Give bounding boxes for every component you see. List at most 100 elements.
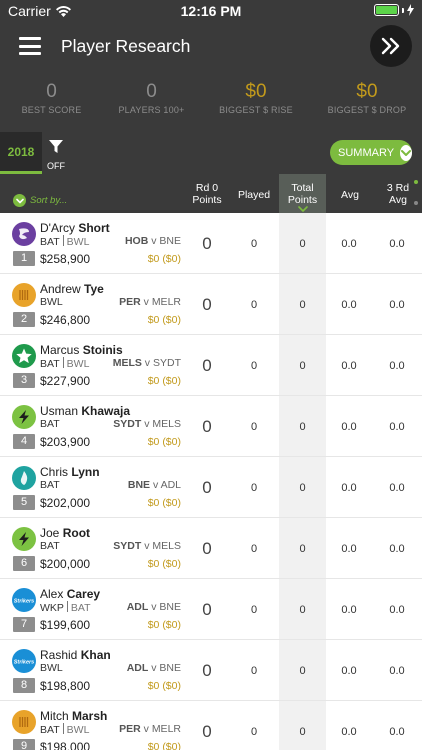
avg-points: 0.0: [341, 664, 357, 677]
player-position-primary: BAT: [40, 418, 60, 430]
three-rd-avg: 0.0: [389, 603, 405, 616]
player-position-secondary: BAT: [70, 602, 91, 614]
fixture-opponent: MELS: [152, 418, 181, 430]
rd0-points: 0: [202, 416, 212, 436]
fixture-team: HOB: [124, 235, 149, 247]
three-rd-avg: 0.0: [389, 542, 405, 555]
player-last-name: Tye: [84, 282, 104, 296]
forward-button[interactable]: [370, 25, 412, 67]
col-played[interactable]: Played: [237, 189, 271, 201]
tab-year[interactable]: 2018: [0, 132, 42, 174]
player-row[interactable]: 6 Joe Root BAT $200,000 SYDT v MELS $0 (…: [0, 518, 422, 579]
total-column-highlight: [279, 274, 326, 334]
played-count: 0: [250, 298, 258, 311]
total-points: 0: [299, 725, 306, 738]
column-header: Sort by... Rd 0 Points Played Total Poin…: [0, 174, 422, 213]
stat-value: $0: [356, 81, 378, 102]
strikers-logo-icon: Strikers: [12, 588, 36, 612]
wifi-icon: [55, 5, 71, 17]
total-points: 0: [299, 237, 306, 250]
rd0-points: 0: [202, 721, 212, 741]
total-points: 0: [299, 481, 306, 494]
player-fixture: HOB v BNE: [124, 235, 181, 247]
player-last-name: Marsh: [72, 709, 108, 723]
played-count: 0: [250, 542, 258, 555]
thunder-logo-icon: [12, 527, 36, 551]
rd0-points: 0: [202, 355, 212, 375]
stat-best-score: 0 BEST SCORE: [0, 82, 103, 118]
total-points: 0: [299, 664, 306, 677]
stat-label: BIGGEST $ DROP: [327, 105, 407, 115]
rd0-points: 0: [202, 477, 212, 497]
rd0-points: 0: [202, 538, 212, 558]
col-avg[interactable]: Avg: [341, 189, 359, 201]
avg-points: 0.0: [341, 481, 357, 494]
price-change: $0 ($0): [147, 619, 181, 631]
player-row[interactable]: 1 D'Arcy Short BAT BWL $258,900 HOB v BNE…: [0, 213, 422, 274]
player-row[interactable]: 5 Chris Lynn BAT $202,000 BNE v ADL $0 (…: [0, 457, 422, 518]
col-rd0-points[interactable]: Rd 0 Points: [184, 182, 230, 206]
summary-label: SUMMARY: [338, 146, 395, 159]
filter-button[interactable]: OFF: [46, 139, 66, 171]
three-rd-avg: 0.0: [389, 420, 405, 433]
stat-value: 0: [46, 81, 57, 102]
player-fixture: PER v MELR: [119, 723, 181, 735]
stat-label: PLAYERS 100+: [118, 105, 185, 115]
player-price: $202,000: [40, 496, 91, 510]
col-3rd-avg[interactable]: 3 Rd Avg: [378, 182, 418, 206]
player-last-name: Khawaja: [81, 404, 131, 418]
fixture-opponent: MELR: [151, 296, 181, 308]
player-position-primary: BWL: [40, 296, 63, 308]
avg-points: 0.0: [341, 237, 357, 250]
stat-value: 0: [146, 81, 157, 102]
menu-icon[interactable]: [19, 37, 41, 55]
player-fixture: BNE v ADL: [127, 479, 181, 491]
fixture-opponent: MELS: [152, 540, 181, 552]
player-price: $198,000: [40, 740, 91, 750]
player-row[interactable]: 4 Usman Khawaja BAT $203,900 SYDT v MELS…: [0, 396, 422, 457]
player-first-name: Chris: [40, 465, 69, 479]
rank-badge: 3: [13, 373, 35, 388]
player-name: Alex Carey: [40, 587, 100, 601]
player-first-name: Usman: [40, 404, 79, 418]
player-position-primary: BAT: [40, 358, 60, 370]
player-row[interactable]: 2 Andrew Tye BWL $246,800 PER v MELR $0 …: [0, 274, 422, 335]
played-count: 0: [250, 359, 258, 372]
price-change: $0 ($0): [147, 436, 181, 448]
player-price: $258,900: [40, 252, 91, 266]
player-last-name: Short: [78, 221, 110, 235]
total-column-highlight: [279, 396, 326, 456]
player-price: $198,800: [40, 679, 91, 693]
player-position-secondary: BWL: [66, 358, 90, 370]
avg-points: 0.0: [341, 542, 357, 555]
fixture-team: MELS: [112, 357, 142, 369]
status-bar: Carrier 12:16 PM: [0, 0, 422, 22]
three-rd-avg: 0.0: [389, 237, 405, 250]
col-total-points[interactable]: Total Points: [279, 174, 326, 213]
player-row[interactable]: Strikers 8 Rashid Khan BWL $198,800 ADL …: [0, 640, 422, 701]
player-last-name: Lynn: [71, 465, 100, 479]
avg-points: 0.0: [341, 725, 357, 738]
fixture-opponent: ADL: [160, 479, 181, 491]
rank-badge: 1: [13, 251, 35, 266]
fixture-opponent: BNE: [159, 601, 181, 613]
app-header: Carrier 12:16 PM Player Research 0 BEST …: [0, 0, 422, 174]
page-title: Player Research: [61, 36, 191, 56]
player-row[interactable]: 9 Mitch Marsh BAT BWL $198,000 PER v MELR…: [0, 701, 422, 750]
double-chevron-right-icon: [381, 37, 400, 55]
three-rd-avg: 0.0: [389, 359, 405, 372]
player-name: Marcus Stoinis: [40, 343, 123, 357]
player-first-name: D'Arcy: [40, 221, 75, 235]
played-count: 0: [250, 664, 258, 677]
player-row[interactable]: 3 Marcus Stoinis BAT BWL $227,900 MELS v …: [0, 335, 422, 396]
total-column-highlight: [279, 335, 326, 395]
sort-by-button[interactable]: Sort by...: [13, 194, 67, 207]
price-change: $0 ($0): [147, 558, 181, 570]
stat-biggest-rise: $0 BIGGEST $ RISE: [200, 82, 312, 118]
player-row[interactable]: Strikers 7 Alex Carey WKP BAT $199,600 AD…: [0, 579, 422, 640]
player-first-name: Alex: [40, 587, 64, 601]
player-first-name: Mitch: [40, 709, 69, 723]
summary-button[interactable]: SUMMARY: [330, 140, 412, 165]
rank-badge: 5: [13, 495, 35, 510]
total-column-highlight: [279, 701, 326, 750]
